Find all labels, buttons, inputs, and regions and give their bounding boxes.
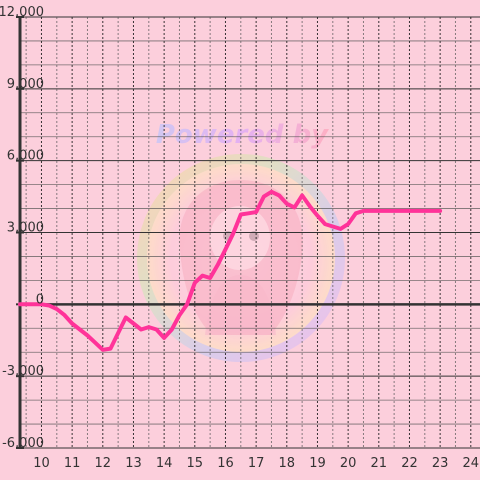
x-tick-label: 19 [309, 456, 326, 471]
x-tick-label: 15 [187, 456, 204, 471]
x-tick-label: 16 [217, 456, 234, 471]
x-tick-label: 23 [432, 456, 449, 471]
x-tick-label: 22 [401, 456, 418, 471]
x-tick-label: 21 [371, 456, 388, 471]
series-line [18, 189, 443, 352]
x-tick-label: 17 [248, 456, 265, 471]
y-tick-label: 12,000 [0, 5, 44, 20]
y-tick-label: -3,000 [2, 364, 44, 379]
y-tick-label: 3,000 [7, 221, 44, 236]
y-tick-label: 0 [36, 292, 44, 307]
x-tick-label: 24 [463, 456, 480, 471]
x-tick-label: 11 [64, 456, 81, 471]
x-tick-label: 20 [340, 456, 357, 471]
y-tick-label: 6,000 [7, 149, 44, 164]
tick-labels: -6,000 -3,000 0 3,000 6,000 9,000 12,000 10 11 12… [0, 5, 479, 471]
series-group [18, 189, 443, 352]
axes [16, 16, 480, 449]
x-tick-label: 10 [33, 456, 50, 471]
watermark-text: Powered by [156, 120, 329, 150]
x-tick-label: 18 [279, 456, 296, 471]
x-tick-label: 14 [156, 456, 173, 471]
x-tick-label: 13 [125, 456, 142, 471]
x-tick-label: 12 [95, 456, 112, 471]
y-tick-label: 9,000 [7, 77, 44, 92]
y-tick-label: -6,000 [2, 436, 44, 451]
gridlines [20, 16, 480, 449]
